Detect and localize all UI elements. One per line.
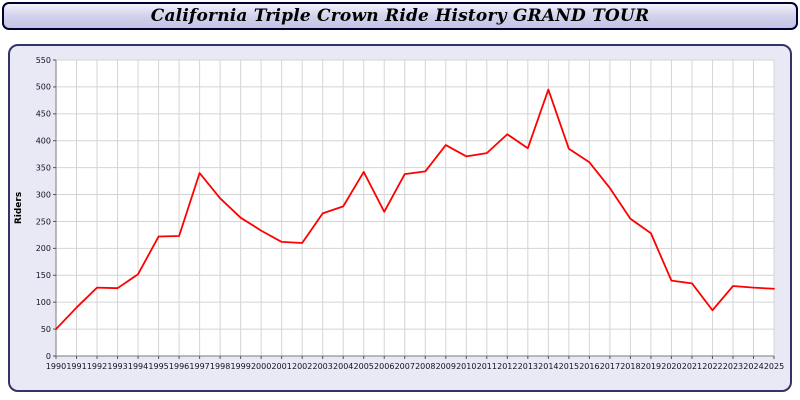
svg-text:1995: 1995 (148, 362, 168, 371)
chart-panel: 0 50 100 150 200 250 300 350 400 450 500 550 1990 199… (8, 44, 792, 392)
svg-text:1994: 1994 (128, 362, 148, 371)
svg-text:300: 300 (36, 190, 51, 199)
svg-text:500: 500 (36, 83, 51, 92)
svg-text:450: 450 (36, 110, 51, 119)
svg-text:2002: 2002 (292, 362, 312, 371)
svg-text:2017: 2017 (600, 362, 620, 371)
svg-text:2010: 2010 (456, 362, 476, 371)
svg-text:2011: 2011 (477, 362, 497, 371)
svg-text:2014: 2014 (538, 362, 558, 371)
svg-text:150: 150 (36, 271, 51, 280)
svg-text:2025: 2025 (764, 362, 784, 371)
svg-text:2024: 2024 (743, 362, 763, 371)
svg-text:50: 50 (41, 325, 51, 334)
svg-text:2001: 2001 (271, 362, 291, 371)
svg-text:2023: 2023 (723, 362, 743, 371)
svg-text:1997: 1997 (189, 362, 209, 371)
svg-text:350: 350 (36, 163, 51, 172)
svg-text:2013: 2013 (518, 362, 538, 371)
svg-text:2004: 2004 (333, 362, 353, 371)
svg-text:2000: 2000 (251, 362, 271, 371)
svg-text:2016: 2016 (579, 362, 599, 371)
svg-text:2020: 2020 (661, 362, 681, 371)
svg-text:1993: 1993 (107, 362, 127, 371)
svg-text:2018: 2018 (620, 362, 640, 371)
svg-text:100: 100 (36, 298, 51, 307)
svg-text:1991: 1991 (66, 362, 86, 371)
svg-text:1996: 1996 (169, 362, 189, 371)
svg-text:2021: 2021 (682, 362, 702, 371)
svg-text:200: 200 (36, 244, 51, 253)
svg-text:250: 250 (36, 217, 51, 226)
svg-text:1992: 1992 (87, 362, 107, 371)
svg-text:2003: 2003 (313, 362, 333, 371)
page-title: California Triple Crown Ride History GRA… (150, 6, 650, 26)
svg-text:2007: 2007 (395, 362, 415, 371)
svg-text:2006: 2006 (374, 362, 394, 371)
svg-text:Riders: Riders (14, 192, 24, 224)
svg-text:1990: 1990 (46, 362, 66, 371)
svg-text:2009: 2009 (436, 362, 456, 371)
svg-text:400: 400 (36, 137, 51, 146)
svg-text:2005: 2005 (354, 362, 374, 371)
svg-text:1999: 1999 (230, 362, 250, 371)
chart-title-bar: California Triple Crown Ride History GRA… (2, 2, 798, 30)
svg-text:2019: 2019 (641, 362, 661, 371)
svg-text:2012: 2012 (497, 362, 517, 371)
svg-text:0: 0 (46, 352, 51, 361)
svg-text:2015: 2015 (559, 362, 579, 371)
svg-text:2022: 2022 (702, 362, 722, 371)
svg-text:550: 550 (36, 56, 51, 65)
svg-text:2008: 2008 (415, 362, 435, 371)
svg-text:1998: 1998 (210, 362, 230, 371)
